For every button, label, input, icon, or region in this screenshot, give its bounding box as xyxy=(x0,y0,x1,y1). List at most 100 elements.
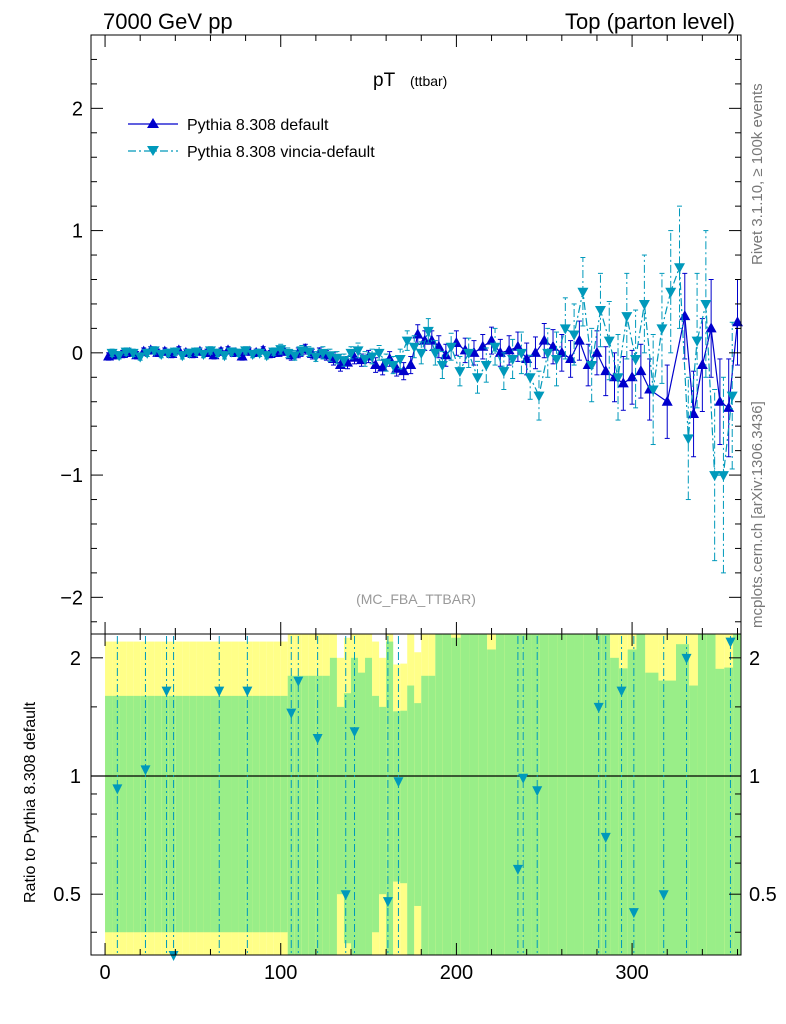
data-point xyxy=(162,348,174,359)
band-inner xyxy=(435,634,443,955)
data-point xyxy=(176,351,188,362)
data-point xyxy=(391,362,403,373)
band-inner xyxy=(182,695,190,933)
rivet-label: Rivet 3.1.10, ≥ 100k events xyxy=(749,83,766,265)
data-point xyxy=(480,361,492,372)
data-point xyxy=(577,287,589,298)
band-inner xyxy=(522,634,532,955)
legend-marker-vincia xyxy=(147,146,159,156)
x-tick-label: 100 xyxy=(264,962,297,984)
data-point xyxy=(682,434,694,445)
y-tick-label: 2 xyxy=(72,98,83,120)
band-inner xyxy=(168,695,176,933)
data-point xyxy=(621,312,633,323)
ratio-point xyxy=(532,786,543,797)
ratio-y-label: Ratio to Pythia 8.308 default xyxy=(22,701,39,903)
band-inner xyxy=(460,634,470,955)
data-point xyxy=(559,324,571,335)
data-point xyxy=(275,345,287,356)
y-tick-label: −1 xyxy=(60,465,83,487)
data-point xyxy=(568,330,580,341)
band-inner xyxy=(379,706,387,895)
data-point xyxy=(705,322,717,333)
ratio-y-tick-label-left: 0.5 xyxy=(53,884,81,906)
band-inner xyxy=(329,657,337,955)
band-inner xyxy=(105,695,113,933)
band-inner xyxy=(343,693,351,944)
data-point xyxy=(426,334,438,345)
ratio-series-vincia xyxy=(112,636,736,961)
band-inner xyxy=(697,634,707,955)
analysis-watermark: (MC_FBA_TTBAR) xyxy=(356,591,476,607)
band-inner xyxy=(266,695,274,933)
band-inner xyxy=(513,634,523,955)
data-point xyxy=(370,359,382,370)
header-right: Top (parton level) xyxy=(565,9,735,34)
ratio-point xyxy=(725,637,736,648)
mcplots-label: mcplots.cern.ch [arXiv:1306.3436] xyxy=(749,401,766,628)
band-inner xyxy=(574,634,584,955)
ratio-point xyxy=(349,727,360,738)
data-point xyxy=(512,340,524,351)
band-inner xyxy=(407,685,415,955)
data-point xyxy=(647,385,659,396)
data-point xyxy=(542,348,554,359)
data-point xyxy=(303,347,315,358)
data-point xyxy=(591,346,603,357)
band-inner xyxy=(495,634,505,955)
data-point xyxy=(533,391,545,402)
ratio-y-tick-label-left: 2 xyxy=(70,648,81,670)
data-point xyxy=(155,350,167,361)
data-point xyxy=(236,350,248,361)
data-point xyxy=(635,365,647,376)
band-inner xyxy=(658,680,676,955)
data-point xyxy=(723,401,735,412)
plot-title-sub: (ttbar) xyxy=(410,73,447,89)
data-point xyxy=(489,342,501,353)
band-inner xyxy=(601,634,611,955)
ratio-point xyxy=(393,777,404,788)
data-point xyxy=(463,348,475,359)
band-inner xyxy=(487,649,496,955)
ratio-point xyxy=(658,890,669,901)
band-inner xyxy=(112,695,120,933)
band-inner xyxy=(689,685,698,955)
band-inner xyxy=(273,695,281,933)
data-point xyxy=(387,361,399,372)
data-point xyxy=(134,352,146,363)
main-data-layer xyxy=(103,205,743,574)
ratio-point xyxy=(286,708,297,719)
data-point xyxy=(709,471,721,482)
data-point xyxy=(573,334,585,345)
band-inner xyxy=(400,710,408,884)
data-point xyxy=(551,354,563,365)
data-point xyxy=(630,354,642,365)
data-point xyxy=(638,299,650,310)
band-inner xyxy=(636,634,646,955)
band-inner xyxy=(224,695,232,933)
band-inner xyxy=(189,695,197,933)
x-tick-label: 200 xyxy=(440,962,473,984)
band-inner xyxy=(428,675,436,955)
ratio-point xyxy=(616,686,627,697)
band-inner xyxy=(715,668,725,955)
data-point xyxy=(691,336,703,347)
data-point xyxy=(665,287,677,298)
band-inner xyxy=(133,695,141,933)
ratio-point xyxy=(140,765,151,776)
data-point xyxy=(661,395,673,406)
ratio-y-tick-label-left: 1 xyxy=(70,766,81,788)
band-inner xyxy=(548,634,558,955)
band-inner xyxy=(676,644,690,955)
series-vincia xyxy=(106,205,738,574)
band-inner xyxy=(217,695,225,933)
data-point xyxy=(415,348,427,359)
data-point xyxy=(373,348,385,359)
band-inner xyxy=(252,695,260,933)
legend-marker-default xyxy=(147,118,159,128)
data-point xyxy=(468,346,480,357)
data-point xyxy=(494,346,506,357)
band-inner xyxy=(504,634,514,955)
data-point xyxy=(626,371,638,382)
